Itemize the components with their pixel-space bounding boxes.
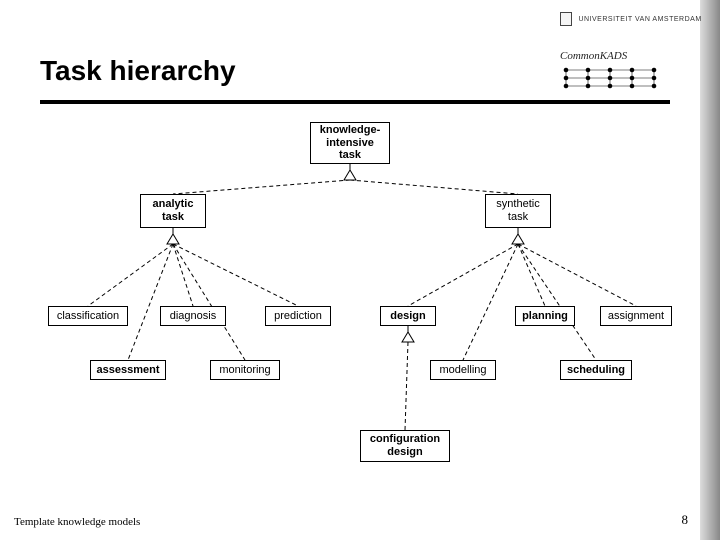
node-synthetic: synthetictask bbox=[485, 194, 551, 228]
node-diagnosis: diagnosis bbox=[160, 306, 226, 326]
page-title: Task hierarchy bbox=[40, 55, 236, 87]
node-design: design bbox=[380, 306, 436, 326]
node-analytic: analytictask bbox=[140, 194, 206, 228]
node-root: knowledge-intensivetask bbox=[310, 122, 390, 164]
task-hierarchy-diagram: knowledge-intensivetask analytictask synth… bbox=[30, 110, 690, 490]
node-configdesign: configurationdesign bbox=[360, 430, 450, 462]
shield-icon bbox=[560, 12, 572, 26]
commonkads-grid-icon bbox=[560, 66, 660, 90]
node-scheduling: scheduling bbox=[560, 360, 632, 380]
node-prediction: prediction bbox=[265, 306, 331, 326]
university-logo: UNIVERSITEIT VAN AMSTERDAM bbox=[560, 12, 702, 26]
university-name: UNIVERSITEIT VAN AMSTERDAM bbox=[578, 16, 701, 23]
node-modelling: modelling bbox=[430, 360, 496, 380]
footer-text: Template knowledge models bbox=[14, 516, 140, 528]
node-classification: classification bbox=[48, 306, 128, 326]
side-gradient bbox=[700, 0, 720, 540]
commonkads-label: CommonKADS bbox=[560, 50, 627, 62]
node-assignment: assignment bbox=[600, 306, 672, 326]
title-underline bbox=[40, 100, 670, 104]
node-assessment: assessment bbox=[90, 360, 166, 380]
node-monitoring: monitoring bbox=[210, 360, 280, 380]
node-planning: planning bbox=[515, 306, 575, 326]
page-number: 8 bbox=[682, 512, 689, 528]
commonkads-logo-text: CommonKADS bbox=[560, 50, 627, 62]
